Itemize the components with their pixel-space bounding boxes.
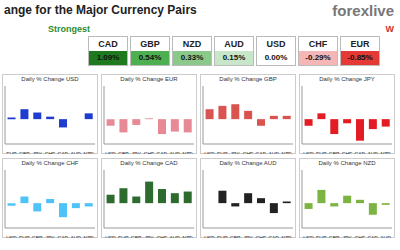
html-text:CAD: CAD: [98, 39, 118, 49]
svg-text:AUD: AUD: [367, 151, 378, 154]
svg-text:EUR: EUR: [217, 235, 228, 238]
svg-text:USD: USD: [105, 235, 116, 238]
svg-text:GBP: GBP: [230, 235, 241, 238]
svg-text:CHF: CHF: [157, 235, 167, 238]
svg-text:NZD: NZD: [83, 151, 94, 154]
html-text:0.15%: 0.15%: [222, 53, 246, 62]
html-text:Daily % Change USD: Daily % Change USD: [21, 76, 79, 82]
svg-text:JPY: JPY: [231, 151, 241, 154]
svg-text:CAD: CAD: [268, 235, 279, 238]
svg-text:JPY: JPY: [342, 235, 352, 238]
svg-text:NZD: NZD: [182, 235, 193, 238]
svg-text:CHF: CHF: [355, 235, 365, 238]
svg-text:NZD: NZD: [281, 151, 292, 154]
html-text:0.00%: 0.00%: [264, 53, 288, 62]
svg-text:GBP: GBP: [131, 235, 142, 238]
svg-text:CAD: CAD: [355, 151, 366, 154]
svg-text:AUD: AUD: [380, 235, 391, 238]
svg-text:USD: USD: [105, 151, 116, 154]
html-text:0.33%: 0.33%: [180, 53, 204, 62]
svg-text:GBP: GBP: [32, 235, 43, 238]
svg-text:GBP: GBP: [19, 151, 30, 154]
html-text:0.54%: 0.54%: [138, 53, 162, 62]
html-text:NZD: NZD: [182, 39, 202, 49]
svg-text:EUR: EUR: [316, 235, 327, 238]
html-text:EUR: EUR: [350, 39, 370, 49]
html-text:W: W: [385, 24, 394, 34]
svg-text:EUR: EUR: [316, 151, 327, 154]
svg-text:AUD: AUD: [169, 235, 180, 238]
svg-text:NZD: NZD: [83, 235, 94, 238]
svg-text:NZD: NZD: [281, 235, 292, 238]
svg-text:AUD: AUD: [70, 151, 81, 154]
svg-text:CAD: CAD: [58, 151, 69, 154]
svg-text:EUR: EUR: [217, 151, 228, 154]
svg-text:CHF: CHF: [243, 151, 253, 154]
svg-text:CHF: CHF: [342, 151, 352, 154]
html-text:forexlive: forexlive: [332, 2, 394, 19]
svg-text:USD: USD: [8, 235, 17, 238]
html-text:Daily % Change CHF: Daily % Change CHF: [21, 160, 79, 166]
svg-text:EUR: EUR: [118, 235, 129, 238]
html-text:Daily % Change NZD: Daily % Change NZD: [318, 160, 376, 166]
html-text:Strongest: Strongest: [48, 24, 90, 34]
html-text:AUD: AUD: [224, 39, 244, 49]
html-text:USD: USD: [266, 39, 286, 49]
svg-text:EUR: EUR: [8, 151, 17, 154]
svg-text:USD: USD: [204, 151, 215, 154]
html-text:Daily % Change EUR: Daily % Change EUR: [120, 76, 178, 82]
svg-text:AUD: AUD: [268, 151, 279, 154]
svg-text:JPY: JPY: [33, 151, 43, 154]
html-text:1.09%: 1.09%: [96, 53, 120, 62]
html-text:Daily % Change JPY: Daily % Change JPY: [319, 76, 375, 82]
html-text:CHF: CHF: [308, 39, 328, 49]
svg-text:CAD: CAD: [256, 151, 267, 154]
html-text:Daily % Change GBP: Daily % Change GBP: [219, 76, 277, 82]
svg-text:CAD: CAD: [367, 235, 378, 238]
svg-text:NZD: NZD: [182, 151, 193, 154]
svg-text:AUD: AUD: [70, 235, 81, 238]
html-text:-0.29%: -0.29%: [305, 53, 331, 62]
svg-text:GBP: GBP: [118, 151, 129, 154]
svg-text:AUD: AUD: [169, 151, 180, 154]
svg-text:CHF: CHF: [144, 151, 154, 154]
html-text:Daily % Change CAD: Daily % Change CAD: [120, 160, 178, 166]
svg-text:JPY: JPY: [132, 151, 142, 154]
svg-text:NZD: NZD: [380, 151, 391, 154]
svg-text:JPY: JPY: [243, 235, 253, 238]
svg-text:CAD: CAD: [58, 235, 69, 238]
html-text:Daily % Change AUD: Daily % Change AUD: [219, 160, 277, 166]
svg-text:USD: USD: [204, 235, 215, 238]
svg-text:USD: USD: [303, 235, 314, 238]
svg-text:JPY: JPY: [45, 235, 55, 238]
html-text:-0.85%: -0.85%: [347, 53, 373, 62]
svg-text:EUR: EUR: [19, 235, 30, 238]
svg-text:CHF: CHF: [45, 151, 55, 154]
svg-text:JPY: JPY: [144, 235, 154, 238]
svg-text:CAD: CAD: [157, 151, 168, 154]
svg-text:GBP: GBP: [329, 235, 340, 238]
svg-text:GBP: GBP: [329, 151, 340, 154]
html-text:GBP: GBP: [140, 39, 160, 49]
svg-text:CHF: CHF: [256, 235, 266, 238]
html-text:ange for the Major Currency Pa: ange for the Major Currency Pairs: [4, 3, 197, 17]
svg-text:USD: USD: [303, 151, 314, 154]
